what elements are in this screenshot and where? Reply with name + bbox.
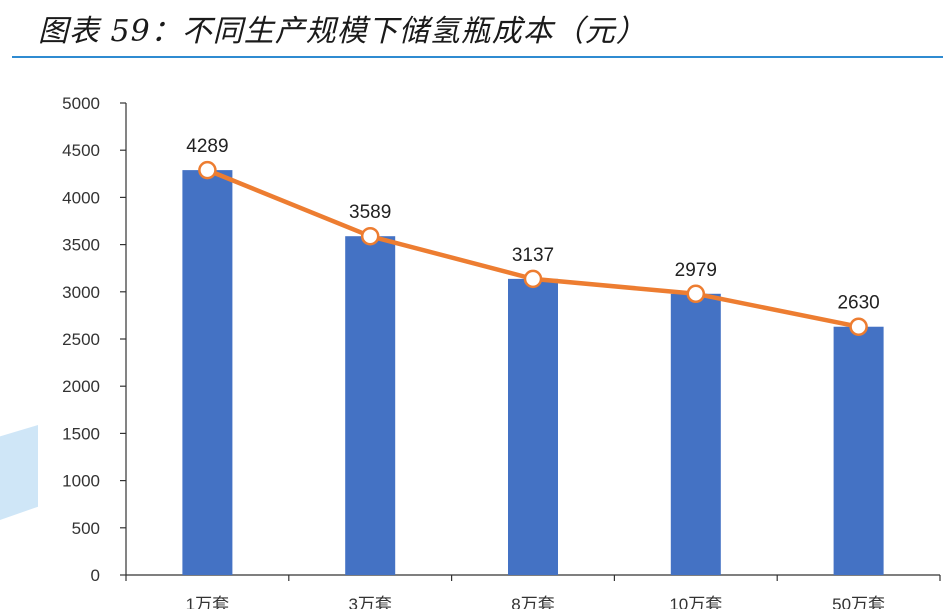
x-tick-label: 10万套 (669, 595, 722, 609)
bar (182, 170, 233, 575)
x-tick-label: 1万套 (186, 595, 229, 609)
y-tick-label: 2500 (62, 330, 100, 349)
y-tick-label: 500 (72, 519, 100, 538)
data-labels: 4289 3589 3137 2979 2630 (186, 136, 879, 314)
x-tick-label: 50万套 (832, 595, 885, 609)
watermark-shape (0, 425, 38, 520)
x-tick-label: 3万套 (348, 595, 391, 609)
trend-line-series (198, 160, 868, 336)
x-axis: 1万套 3万套 8万套 10万套 50万套 (125, 574, 941, 609)
y-tick-label: 5000 (62, 94, 100, 113)
y-tick-label: 0 (91, 566, 100, 585)
trend-marker (198, 160, 217, 180)
bar (670, 293, 721, 575)
y-tick-label: 3500 (62, 236, 100, 255)
data-label: 2979 (675, 260, 717, 281)
data-label: 4289 (186, 136, 228, 157)
data-label: 2630 (837, 293, 879, 314)
x-tick-label: 8万套 (511, 595, 554, 609)
chart-title: 图表 59：不同生产规模下储氢瓶成本（元） (38, 14, 647, 49)
y-tick-label: 1500 (62, 424, 100, 443)
trend-marker (686, 284, 706, 304)
data-label: 3137 (512, 245, 554, 266)
data-label: 3589 (349, 202, 391, 223)
y-tick-label: 3000 (62, 283, 100, 302)
bar (833, 326, 884, 575)
trend-marker (849, 317, 868, 336)
y-tick-label: 4500 (62, 141, 100, 160)
trend-marker (523, 269, 543, 289)
bar-series (182, 170, 884, 575)
title-divider (12, 56, 943, 58)
y-tick-label: 2000 (62, 377, 100, 396)
y-axis: 0 500 1000 1500 2000 2500 3000 3500 4000 4500 5000 (62, 94, 127, 585)
y-tick-label: 4000 (62, 188, 100, 207)
y-tick-label: 1000 (62, 472, 100, 491)
bar (508, 278, 558, 575)
trend-marker (360, 226, 380, 246)
bar (345, 236, 396, 575)
